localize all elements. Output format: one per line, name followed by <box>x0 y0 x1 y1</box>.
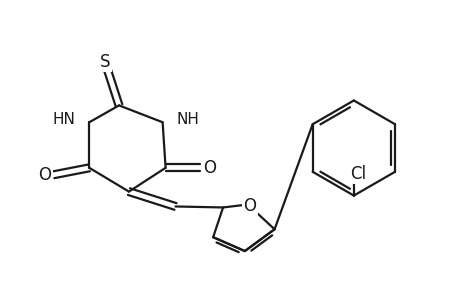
Text: O: O <box>243 197 256 215</box>
Text: HN: HN <box>52 112 75 127</box>
Text: NH: NH <box>176 112 199 127</box>
Text: Cl: Cl <box>349 165 365 183</box>
Text: O: O <box>202 159 215 177</box>
Text: O: O <box>38 166 51 184</box>
Text: S: S <box>100 53 110 71</box>
